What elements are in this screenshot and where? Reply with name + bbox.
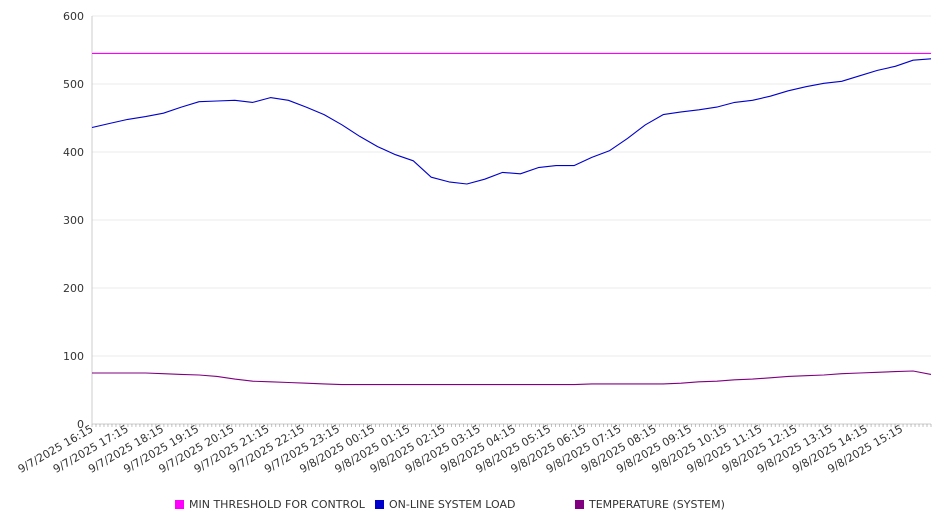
series-line-on-line-system-load — [91, 58, 932, 185]
legend-swatch-icon — [175, 500, 184, 509]
series-line-temperature-system — [92, 370, 932, 386]
y-tick-label: 100 — [63, 350, 84, 363]
series-lines — [91, 52, 932, 386]
y-tick-label: 300 — [63, 214, 84, 227]
gridlines — [92, 15, 931, 357]
y-tick-label: 0 — [77, 418, 84, 431]
legend-item-min-threshold[interactable]: MIN THRESHOLD FOR CONTROL — [175, 498, 365, 511]
legend-label: MIN THRESHOLD FOR CONTROL — [189, 498, 365, 511]
legend-swatch-icon — [575, 500, 584, 509]
y-tick-label: 600 — [63, 10, 84, 23]
legend-item-system-load[interactable]: ON-LINE SYSTEM LOAD — [375, 498, 515, 511]
y-tick-label: 500 — [63, 78, 84, 91]
legend-item-temperature[interactable]: TEMPERATURE (SYSTEM) — [575, 498, 725, 511]
legend-label: ON-LINE SYSTEM LOAD — [389, 498, 516, 511]
y-tick-label: 200 — [63, 282, 84, 295]
legend-label: TEMPERATURE (SYSTEM) — [589, 498, 725, 511]
x-axis-ticks: 9/7/2025 16:159/7/2025 17:159/7/2025 18:… — [16, 422, 932, 476]
legend: MIN THRESHOLD FOR CONTROL ON-LINE SYSTEM… — [175, 498, 775, 514]
y-tick-label: 400 — [63, 146, 84, 159]
y-axis-ticks: 0 100 200 300 400 500 600 — [63, 10, 84, 431]
legend-swatch-icon — [375, 500, 384, 509]
